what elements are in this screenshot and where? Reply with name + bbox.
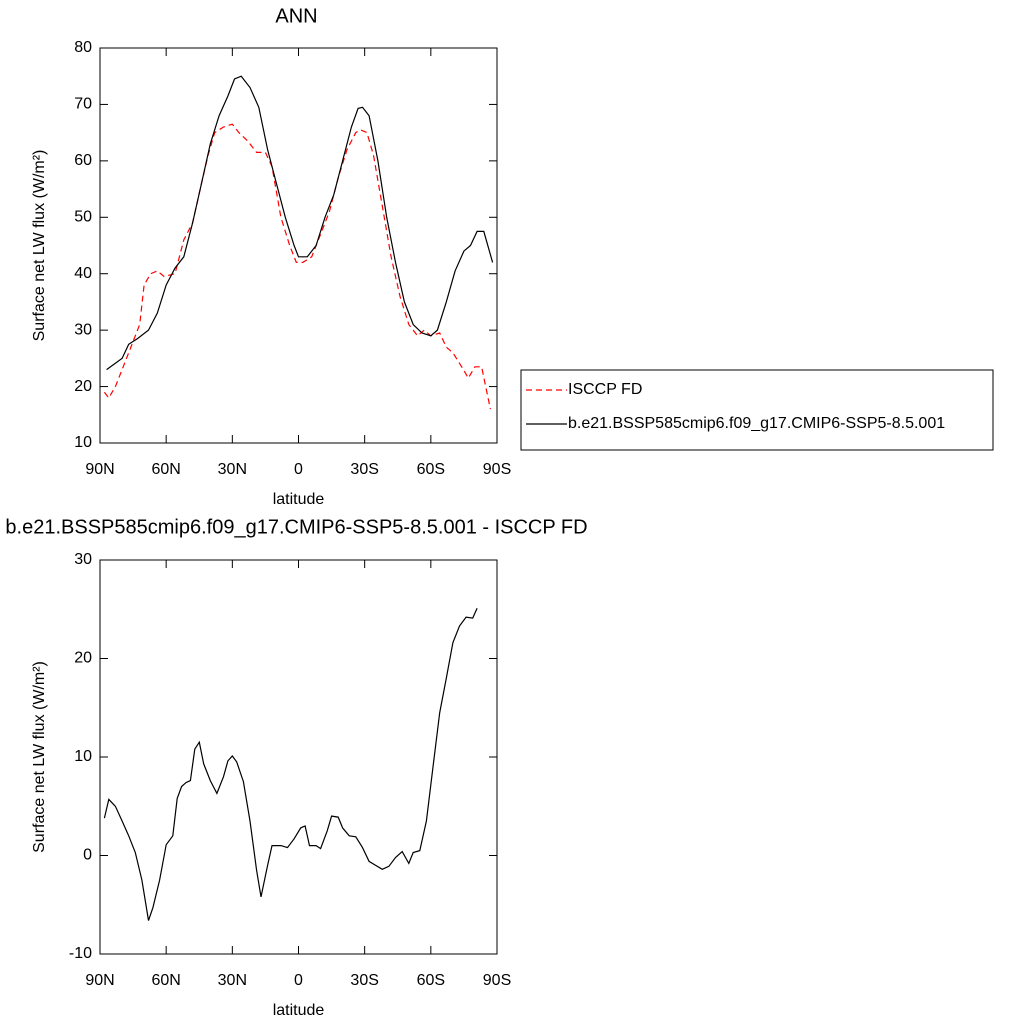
y-axis-label: Surface net LW flux (W/m²) — [31, 661, 48, 853]
plot-frame — [99, 559, 498, 955]
x-tick-label: 60S — [417, 461, 445, 478]
chart-title: ANN — [275, 5, 317, 27]
chart-title: b.e21.BSSP585cmip6.f09_g17.CMIP6-SSP5-8.… — [5, 516, 587, 538]
y-axis-label: Surface net LW flux (W/m²) — [31, 150, 48, 342]
y-tick-label: 50 — [74, 209, 92, 226]
y-tick-label: 20 — [74, 650, 92, 667]
plot-frame — [99, 47, 498, 444]
x-tick-label: 90S — [483, 461, 511, 478]
legend-label: ISCCP FD — [568, 381, 642, 398]
y-tick-label: 70 — [74, 96, 92, 113]
y-tick-label: 60 — [74, 152, 92, 169]
x-tick-label: 0 — [294, 972, 303, 989]
y-tick-label: 20 — [74, 378, 92, 395]
x-axis-label: latitude — [273, 1002, 325, 1019]
x-tick-label: 30N — [218, 972, 247, 989]
legend-label: b.e21.BSSP585cmip6.f09_g17.CMIP6-SSP5-8.… — [568, 415, 945, 432]
y-tick-label: 0 — [83, 847, 92, 864]
series-line — [106, 75, 494, 371]
x-tick-label: 0 — [294, 461, 303, 478]
x-tick-label: 90N — [85, 461, 114, 478]
series-line — [103, 123, 491, 410]
y-tick-label: 40 — [74, 265, 92, 282]
x-tick-label: 60N — [151, 972, 180, 989]
x-tick-label: 30N — [218, 461, 247, 478]
y-tick-label: 30 — [74, 551, 92, 568]
x-tick-label: 60S — [417, 972, 445, 989]
x-tick-label: 30S — [350, 461, 378, 478]
y-tick-label: 30 — [74, 321, 92, 338]
y-tick-label: 80 — [74, 39, 92, 56]
legend-box — [520, 369, 994, 451]
x-tick-label: 30S — [350, 972, 378, 989]
y-tick-label: 10 — [74, 434, 92, 451]
x-axis-label: latitude — [273, 491, 325, 508]
y-tick-label: 10 — [74, 748, 92, 765]
x-tick-label: 90S — [483, 972, 511, 989]
y-tick-label: -10 — [69, 945, 92, 962]
series-line — [103, 608, 478, 921]
x-tick-label: 60N — [151, 461, 180, 478]
x-tick-label: 90N — [85, 972, 114, 989]
